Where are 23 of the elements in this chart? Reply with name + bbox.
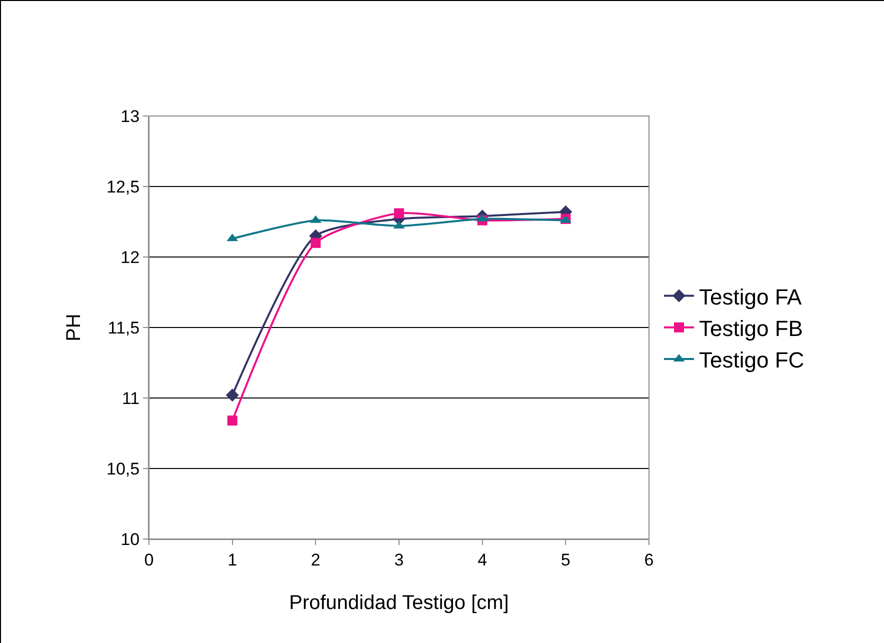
y-tick-label: 13 (120, 106, 140, 126)
x-tick-label: 3 (394, 550, 404, 570)
x-tick-label: 6 (644, 550, 654, 570)
x-axis-title: Profundidad Testigo [cm] (289, 592, 509, 614)
y-tick-label: 10,5 (106, 459, 140, 478)
y-tick-label: 10 (120, 530, 140, 549)
legend-label: Testigo FC (699, 348, 804, 373)
y-tick-label: 12 (120, 248, 140, 267)
y-tick-label: 11,5 (108, 318, 140, 338)
y-tick-label: 11 (122, 388, 140, 408)
x-tick-label: 4 (478, 550, 488, 570)
x-tick-label: 1 (228, 550, 238, 570)
legend-label: Testigo FA (699, 284, 802, 310)
point (227, 416, 238, 426)
y-tick-label: 12,5 (106, 177, 140, 196)
y-axis-title: PH (63, 314, 86, 342)
point (226, 388, 239, 402)
x-tick-label: 5 (560, 550, 570, 570)
point (394, 208, 404, 218)
point (310, 238, 321, 248)
x-tick-label: 0 (144, 550, 154, 570)
x-tick-label: 2 (310, 550, 320, 570)
legend-label: Testigo FB (699, 316, 803, 341)
